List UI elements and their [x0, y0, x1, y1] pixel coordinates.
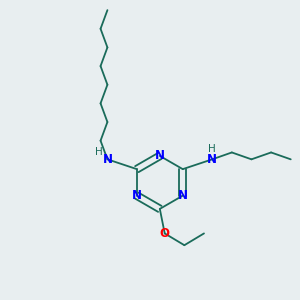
Text: N: N — [207, 153, 217, 166]
Text: H: H — [95, 148, 103, 158]
Text: N: N — [132, 189, 142, 202]
Text: H: H — [208, 143, 216, 154]
Text: N: N — [178, 189, 188, 202]
Text: N: N — [102, 153, 112, 166]
Text: N: N — [155, 149, 165, 162]
Text: O: O — [160, 227, 170, 240]
